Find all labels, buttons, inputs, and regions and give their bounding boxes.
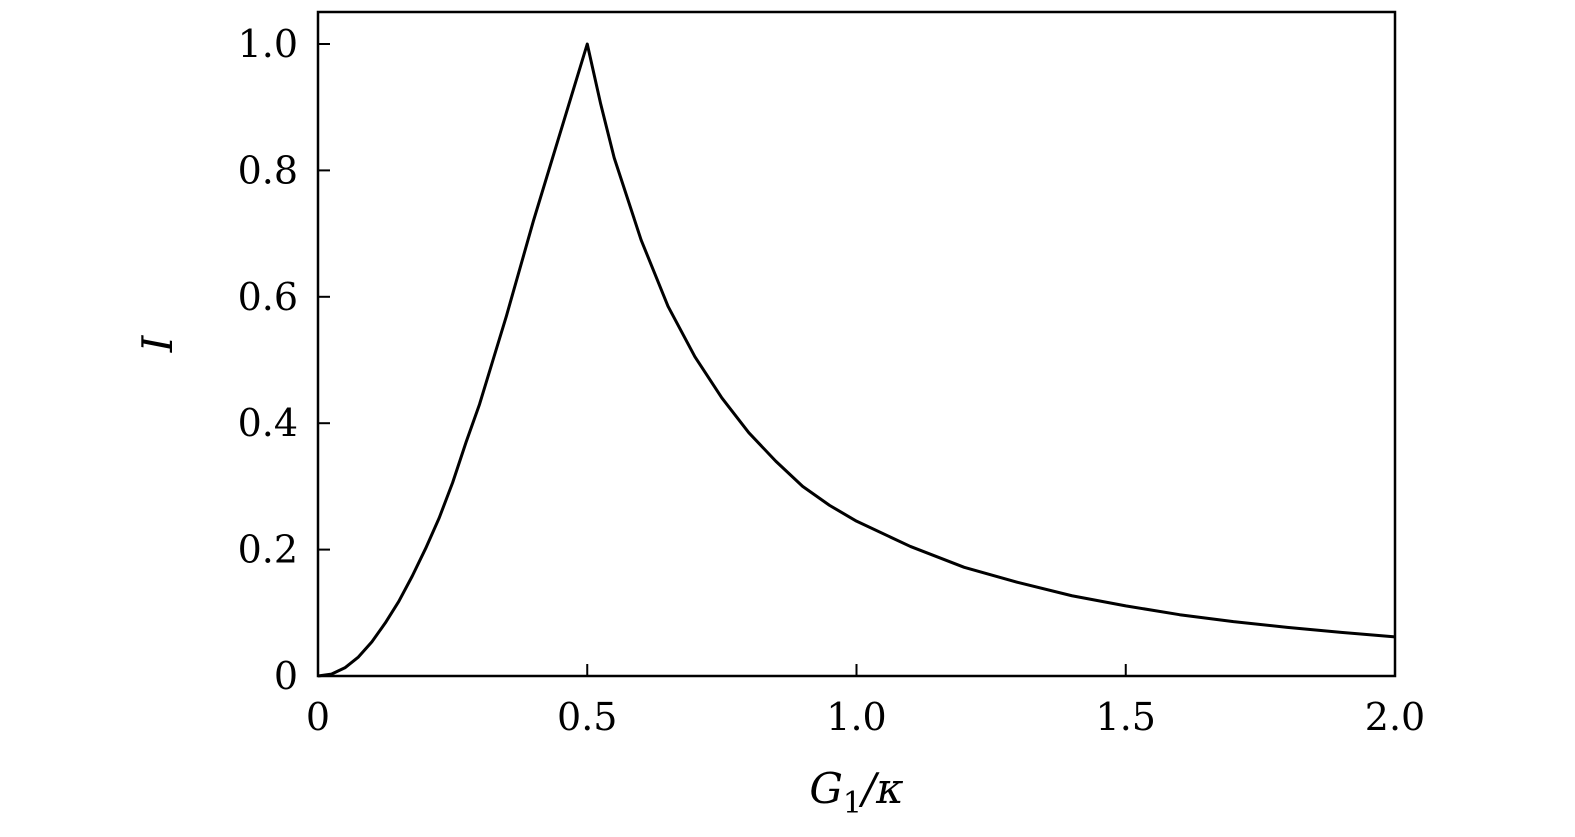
x-tick-label: 2.0 <box>1365 695 1425 739</box>
y-tick-label: 0.6 <box>238 275 298 319</box>
x-axis-label-sub: 1 <box>843 786 862 821</box>
ticks-layer <box>317 43 1396 677</box>
plot-frame <box>316 10 1397 678</box>
x-tick-label: 0 <box>306 695 330 739</box>
y-tick-label: 0 <box>274 654 298 698</box>
y-tick-label: 0.4 <box>238 401 298 445</box>
x-axis-label-rest: /κ <box>858 764 904 813</box>
labels-layer: 0 0.5 1.0 1.5 2.0 0 0.2 0.4 0.6 0.8 1.0 <box>238 22 1426 739</box>
y-axis-label: I <box>133 334 182 353</box>
x-tick-label: 1.5 <box>1096 695 1156 739</box>
y-tick-label: 1.0 <box>238 22 298 66</box>
x-axis-label-main: G <box>809 764 843 813</box>
series-line <box>317 42 1396 678</box>
x-tick-label: 0.5 <box>557 695 617 739</box>
y-tick-label: 0.8 <box>238 148 298 192</box>
x-axis-label: G1/κ <box>809 764 903 821</box>
y-tick-label: 0.2 <box>238 528 298 572</box>
x-tick-label: 1.0 <box>826 695 886 739</box>
